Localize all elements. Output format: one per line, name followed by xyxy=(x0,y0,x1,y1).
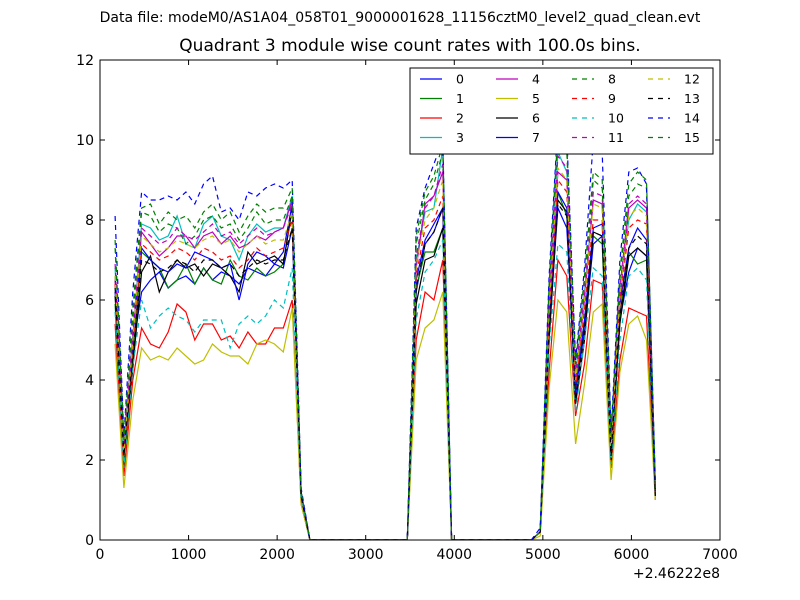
x-tick-label: 0 xyxy=(96,547,105,563)
y-tick-label: 4 xyxy=(85,373,94,389)
legend-label-5: 5 xyxy=(532,91,540,106)
legend-label-11: 11 xyxy=(608,130,624,145)
legend-label-1: 1 xyxy=(456,91,464,106)
series-line-13 xyxy=(114,202,656,540)
data-file-caption: Data file: modeM0/AS1A04_058T01_90000016… xyxy=(99,10,701,26)
legend-label-9: 9 xyxy=(608,91,616,106)
y-tick-label: 2 xyxy=(85,453,94,469)
x-offset-label: +2.46222e8 xyxy=(633,566,720,582)
x-tick-label: 3000 xyxy=(348,547,384,563)
series-line-12 xyxy=(114,166,656,540)
x-tick-label: 1000 xyxy=(171,547,207,563)
legend-label-12: 12 xyxy=(684,72,700,87)
chart-title: Quadrant 3 module wise count rates with … xyxy=(179,36,641,56)
x-tick-label: 4000 xyxy=(436,547,472,563)
legend-label-8: 8 xyxy=(608,72,616,87)
y-tick-label: 6 xyxy=(85,293,94,309)
legend-box xyxy=(409,67,714,155)
y-tick-label: 10 xyxy=(76,133,94,149)
y-tick-label: 8 xyxy=(85,213,94,229)
legend-label-4: 4 xyxy=(532,72,540,87)
legend-label-13: 13 xyxy=(684,91,700,106)
legend-label-10: 10 xyxy=(608,111,624,126)
series-line-15 xyxy=(114,130,656,540)
series-line-10 xyxy=(114,239,656,540)
series-line-2 xyxy=(114,257,656,540)
legend-label-2: 2 xyxy=(456,111,464,126)
x-tick-label: 5000 xyxy=(525,547,561,563)
series-line-9 xyxy=(114,178,656,540)
y-tick-label: 0 xyxy=(85,533,94,549)
legend-label-0: 0 xyxy=(456,72,464,87)
legend-label-3: 3 xyxy=(456,130,464,145)
legend-label-14: 14 xyxy=(684,111,700,126)
legend-label-6: 6 xyxy=(532,111,540,126)
x-tick-label: 6000 xyxy=(614,547,650,563)
legend-label-15: 15 xyxy=(684,130,700,145)
series-line-14 xyxy=(114,122,656,540)
legend-label-7: 7 xyxy=(532,130,540,145)
x-tick-label: 2000 xyxy=(259,547,295,563)
x-tick-label: 7000 xyxy=(702,547,738,563)
y-tick-label: 12 xyxy=(76,53,94,69)
